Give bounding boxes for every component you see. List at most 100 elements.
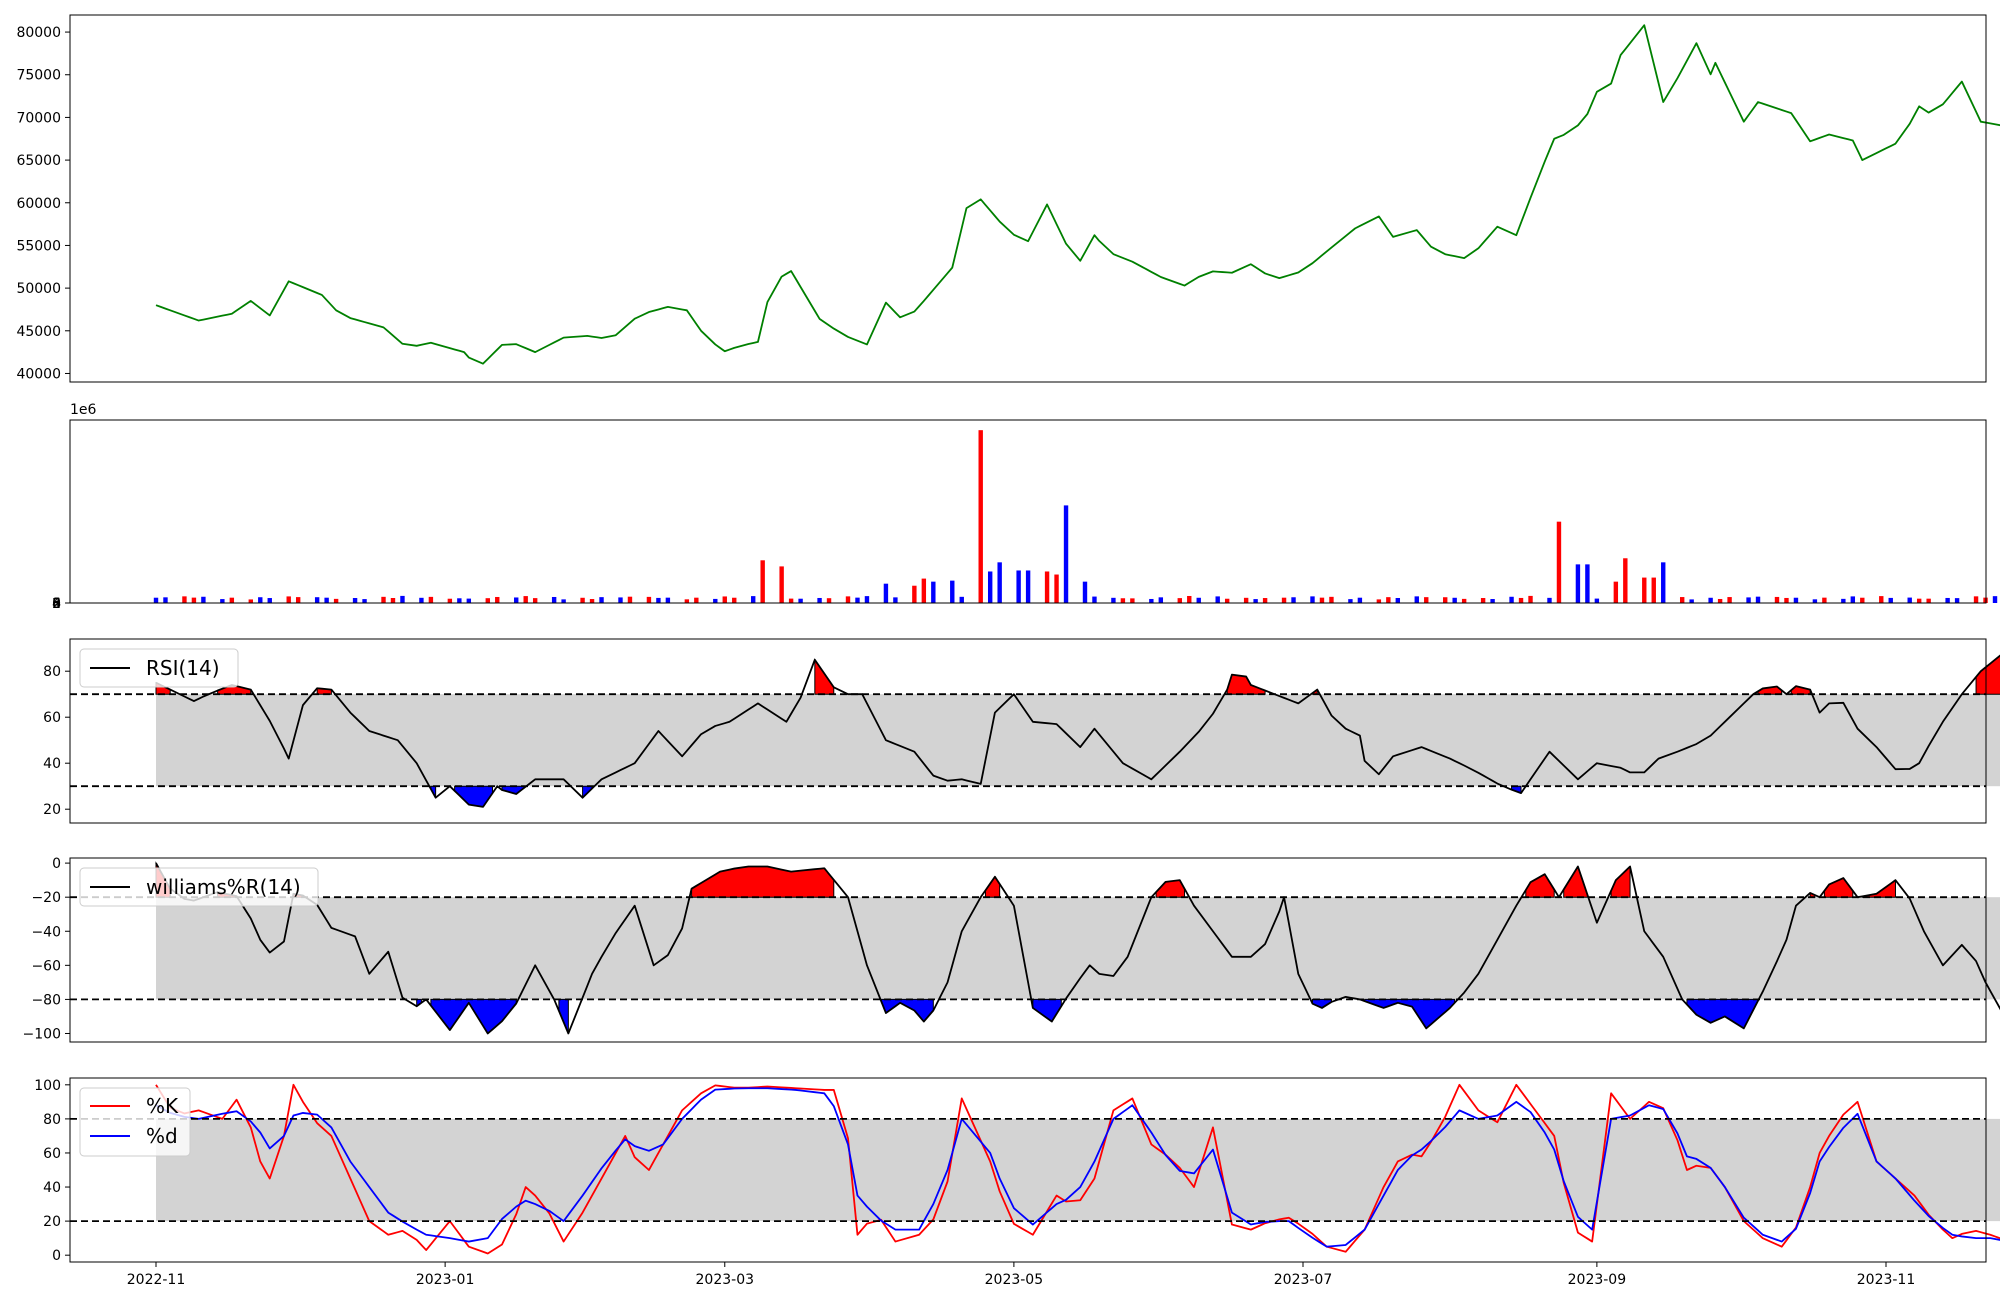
volume-bar bbox=[1509, 596, 1514, 603]
volume-bar bbox=[1642, 577, 1647, 603]
price-ytick-label: 55000 bbox=[16, 238, 61, 254]
volume-bar bbox=[1623, 558, 1628, 603]
volume-bar bbox=[561, 599, 566, 603]
volume-bar bbox=[1916, 598, 1922, 603]
volume-bar bbox=[1196, 597, 1201, 603]
volume-bar bbox=[580, 597, 585, 603]
volume-bar bbox=[362, 599, 367, 603]
volume-bar bbox=[1281, 597, 1287, 603]
volume-bar bbox=[788, 598, 794, 603]
volume-bar bbox=[599, 597, 604, 603]
volume-bar bbox=[826, 598, 832, 603]
volume-bar bbox=[1149, 598, 1154, 603]
volume-bar bbox=[1480, 598, 1486, 603]
volume-bar bbox=[333, 598, 339, 603]
volume-bar bbox=[1888, 597, 1893, 603]
volume-bar bbox=[1907, 597, 1912, 603]
volume-ytick-label: 2 bbox=[52, 596, 61, 612]
volume-bar bbox=[532, 598, 538, 603]
volume-bar bbox=[229, 597, 235, 603]
stochastic-legend-label: %K bbox=[146, 1094, 179, 1118]
volume-bar bbox=[390, 598, 396, 603]
volume-bar bbox=[1689, 599, 1694, 603]
volume-bar bbox=[1461, 598, 1467, 603]
volume-bar bbox=[959, 596, 964, 603]
volume-bar bbox=[845, 596, 851, 603]
volume-bar bbox=[428, 596, 434, 603]
price-ytick-label: 60000 bbox=[16, 196, 61, 212]
price-ytick-label: 40000 bbox=[16, 366, 61, 382]
volume-ytick-label: 4 bbox=[52, 596, 61, 612]
x-tick-label: 2023-01 bbox=[416, 1272, 475, 1288]
price-ytick-label: 50000 bbox=[16, 281, 61, 297]
volume-bar bbox=[248, 599, 253, 603]
volume-bar bbox=[1452, 597, 1457, 603]
volume-bar bbox=[495, 596, 500, 603]
rsi-line bbox=[155, 654, 2000, 808]
volume-bar bbox=[864, 596, 870, 603]
stochastic-ytick-label: 0 bbox=[52, 1248, 61, 1264]
volume-bar bbox=[1490, 599, 1495, 603]
volume-bar bbox=[419, 597, 424, 603]
volume-offset-label: 1e6 bbox=[70, 402, 97, 418]
volume-bar bbox=[1215, 596, 1220, 603]
volume-bar bbox=[1812, 599, 1818, 603]
volume-bar bbox=[1224, 598, 1230, 603]
volume-bar bbox=[1755, 596, 1761, 603]
volume-bar bbox=[722, 596, 727, 603]
volume-bar bbox=[220, 599, 225, 603]
volume-bar bbox=[1016, 570, 1021, 603]
volume-bar bbox=[1376, 599, 1382, 603]
x-tick-label: 2023-09 bbox=[1568, 1272, 1627, 1288]
stochastic-ytick-label: 40 bbox=[43, 1180, 61, 1196]
volume-bar bbox=[1661, 562, 1666, 603]
volume-bar bbox=[732, 597, 737, 603]
volume-bar bbox=[627, 596, 633, 603]
volume-bar bbox=[1158, 597, 1164, 603]
volume-bar bbox=[1717, 598, 1723, 603]
rsi-axes-frame bbox=[69, 638, 1987, 824]
williams-ytick-label: −100 bbox=[23, 1026, 61, 1042]
volume-bar bbox=[883, 583, 889, 603]
x-tick-label: 2023-03 bbox=[696, 1272, 755, 1288]
volume-bar bbox=[295, 597, 301, 603]
stochastic-legend-label: %d bbox=[146, 1124, 178, 1148]
volume-bar bbox=[1746, 597, 1751, 603]
volume-bar bbox=[1120, 598, 1126, 603]
volume-bar bbox=[1556, 521, 1562, 603]
stochastic-ytick-label: 80 bbox=[43, 1112, 61, 1128]
price-ytick-label: 65000 bbox=[16, 153, 61, 169]
volume-bar bbox=[1547, 597, 1552, 603]
volume-bar bbox=[950, 580, 955, 603]
volume-bar bbox=[855, 597, 860, 603]
volume-bar bbox=[589, 599, 595, 603]
volume-bar bbox=[1130, 598, 1135, 603]
volume-bar bbox=[523, 596, 528, 603]
volume-axes-frame bbox=[69, 419, 1987, 604]
volume-bar bbox=[201, 596, 206, 603]
volume-bar bbox=[1025, 570, 1031, 603]
price-ytick-label: 45000 bbox=[16, 324, 61, 340]
williams-ytick-label: 0 bbox=[52, 856, 61, 872]
volume-bar bbox=[1054, 574, 1059, 603]
price-ytick-label: 80000 bbox=[16, 25, 61, 41]
volume-bar bbox=[1585, 564, 1590, 603]
volume-bar bbox=[1063, 505, 1069, 603]
stochastic-axes-frame bbox=[69, 1077, 1987, 1263]
volume-bar bbox=[1291, 597, 1296, 603]
volume-bar bbox=[400, 595, 405, 603]
volume-bar bbox=[1044, 571, 1050, 603]
williams-legend bbox=[79, 867, 319, 907]
volume-bar bbox=[485, 598, 490, 603]
stochastic-line-k bbox=[155, 1083, 2000, 1255]
volume-bar bbox=[267, 598, 272, 603]
volume-ytick-label: 0 bbox=[52, 596, 61, 612]
volume-bar bbox=[1774, 596, 1780, 603]
volume-bar bbox=[1253, 599, 1258, 603]
volume-bar bbox=[1879, 596, 1884, 603]
x-tick-label: 2023-05 bbox=[985, 1272, 1044, 1288]
volume-bar bbox=[1082, 581, 1088, 603]
volume-bar bbox=[921, 578, 927, 603]
rsi-legend-label: RSI(14) bbox=[146, 656, 220, 680]
